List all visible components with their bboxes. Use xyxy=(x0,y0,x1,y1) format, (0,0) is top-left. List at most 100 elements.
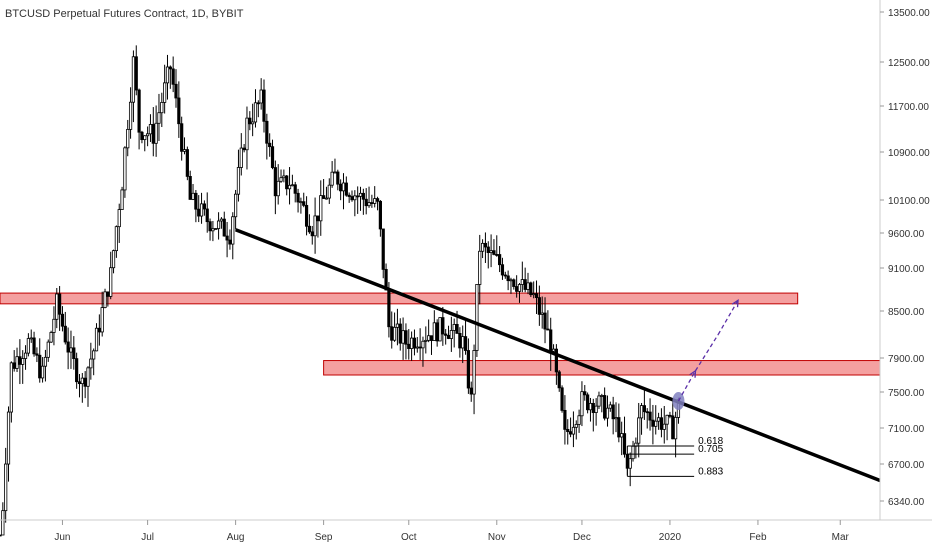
candle xyxy=(424,326,428,354)
candle-body xyxy=(563,409,567,430)
candle xyxy=(515,275,519,298)
candle-body xyxy=(1,510,5,536)
candle xyxy=(427,319,431,343)
candle-body xyxy=(654,420,658,427)
price-axis[interactable]: 13500.00 12500.00 11700.00 10900.00 10100.00… xyxy=(880,8,930,508)
candle xyxy=(356,186,360,214)
candle-body xyxy=(500,264,505,276)
candle-body xyxy=(77,381,82,385)
candle xyxy=(503,271,507,279)
candle xyxy=(404,323,408,360)
candle xyxy=(563,395,567,445)
time-tick-label: Dec xyxy=(573,532,591,543)
candle xyxy=(353,190,357,217)
candle xyxy=(611,396,615,435)
candle xyxy=(395,308,400,346)
candle xyxy=(97,314,101,346)
candle xyxy=(659,408,664,438)
fib-level-label: 0.883 xyxy=(698,466,723,477)
candle xyxy=(546,310,550,331)
candle-body xyxy=(398,323,402,344)
candle xyxy=(199,192,204,224)
candle-body xyxy=(407,343,411,349)
candle xyxy=(580,381,584,427)
fib-level-label: 0.618 xyxy=(698,436,723,447)
candle xyxy=(668,411,672,419)
candle-body xyxy=(313,215,317,237)
candle-body xyxy=(603,395,607,419)
candle-body xyxy=(123,147,127,191)
price-tick-label: 7500.00 xyxy=(888,388,925,399)
candle-body xyxy=(571,426,576,435)
candle-body xyxy=(222,218,226,237)
candle-body xyxy=(126,128,130,149)
candle xyxy=(316,215,320,238)
price-tick-label: 13500.00 xyxy=(888,8,930,19)
candle-body xyxy=(216,220,221,229)
time-tick-label: Feb xyxy=(749,532,767,543)
candle xyxy=(421,336,425,367)
candle-body xyxy=(248,117,252,125)
candle-body xyxy=(211,228,215,232)
candle-body xyxy=(322,195,326,199)
candle-body xyxy=(177,97,181,125)
candle-body xyxy=(665,414,669,425)
candle-body xyxy=(506,275,510,282)
candle xyxy=(322,178,326,199)
candle xyxy=(72,336,76,370)
candle xyxy=(671,400,675,440)
candle xyxy=(131,50,136,123)
candle-body xyxy=(401,330,405,344)
candle xyxy=(106,291,110,307)
candle-body xyxy=(38,354,42,379)
candle-body xyxy=(478,250,482,285)
time-axis[interactable]: Jun Jul Aug Sep Oct Nov Dec 2020 Feb Mar xyxy=(54,520,850,543)
candle-body xyxy=(381,228,385,270)
candle-body xyxy=(472,350,476,395)
candle-body xyxy=(668,414,672,417)
candle xyxy=(577,409,581,433)
candle-body xyxy=(92,350,96,360)
candle-body xyxy=(143,135,147,141)
candle xyxy=(401,317,405,360)
time-tick-label: Oct xyxy=(401,532,417,543)
candle xyxy=(313,197,317,254)
candle xyxy=(262,79,266,133)
candle xyxy=(109,251,113,300)
candle-body xyxy=(111,250,116,269)
candle xyxy=(358,186,363,211)
candle xyxy=(506,270,510,291)
descending-trendline[interactable] xyxy=(234,228,881,483)
candle xyxy=(438,317,442,342)
candle xyxy=(656,412,661,430)
candle-body xyxy=(540,312,544,315)
candle xyxy=(60,306,65,332)
candle-body xyxy=(219,218,224,222)
candle-body xyxy=(546,328,550,331)
candle-body xyxy=(486,246,490,253)
candle-body xyxy=(588,402,593,411)
candle xyxy=(583,385,587,401)
candle xyxy=(310,225,314,245)
candle-body xyxy=(648,411,652,421)
candle xyxy=(651,404,655,445)
candle xyxy=(111,249,116,274)
candle xyxy=(52,306,56,346)
candle xyxy=(449,316,453,352)
projection-segment xyxy=(677,370,697,402)
candle xyxy=(435,319,439,347)
candle xyxy=(608,401,612,412)
candle xyxy=(94,323,99,352)
candle xyxy=(151,107,155,157)
price-tick-label: 6700.00 xyxy=(888,460,925,471)
candle xyxy=(282,169,286,183)
candle xyxy=(40,357,45,383)
candle-body xyxy=(356,195,360,198)
time-tick-label: 2020 xyxy=(659,532,682,543)
candle-body xyxy=(526,282,530,290)
candle-body xyxy=(452,323,456,331)
candle xyxy=(231,212,235,260)
candle-body xyxy=(160,102,164,114)
candle xyxy=(157,93,161,142)
